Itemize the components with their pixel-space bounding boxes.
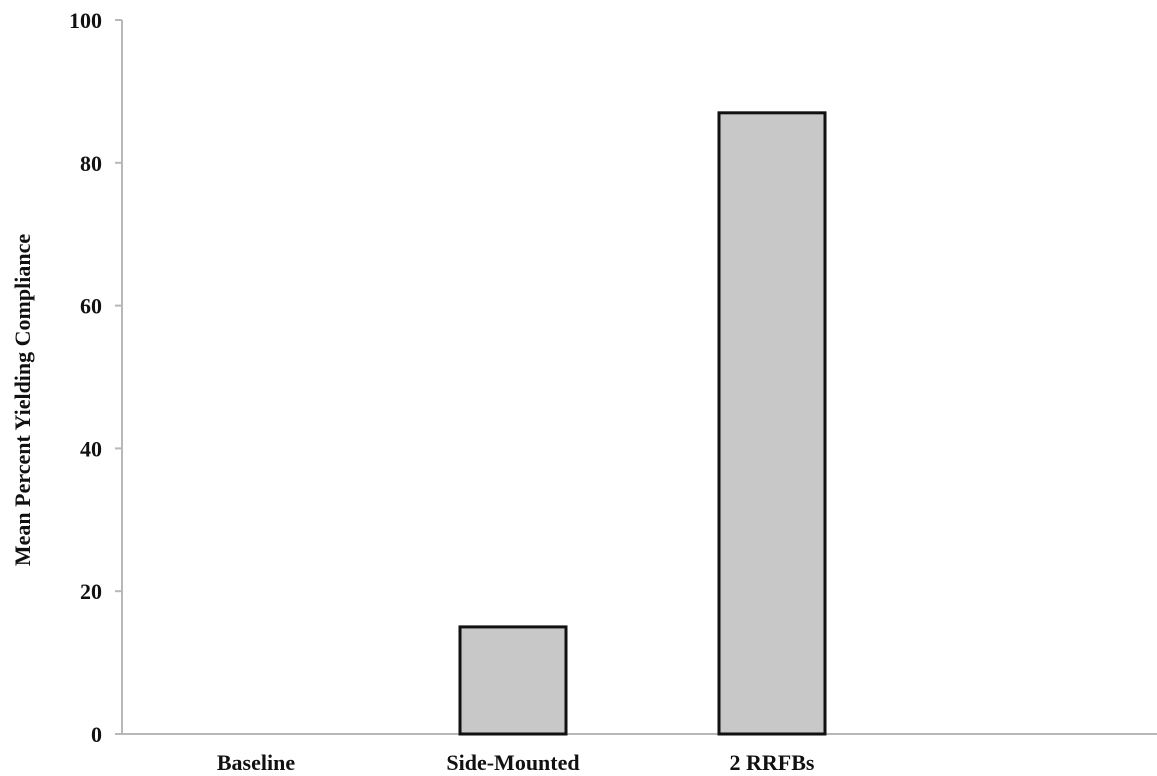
axes — [121, 20, 1157, 735]
bars — [458, 111, 827, 736]
y-tick-label: 0 — [91, 722, 102, 747]
x-ticks: Baseline Side-Mounted 2 RRFBs — [217, 750, 815, 775]
bar-2-rrfbs — [717, 111, 827, 736]
y-tick-label: 100 — [69, 8, 102, 33]
y-axis-title-group: Mean Percent Yielding Compliance — [10, 234, 35, 566]
x-tick-label: Side-Mounted — [446, 750, 579, 775]
y-tick-label: 20 — [80, 579, 102, 604]
y-tick-label: 40 — [80, 436, 102, 461]
x-tick-label: Baseline — [217, 750, 295, 775]
x-tick-label: 2 RRFBs — [730, 750, 815, 775]
bar-side-mounted — [458, 625, 568, 736]
y-axis-title: Mean Percent Yielding Compliance — [10, 234, 35, 566]
y-tick-label: 80 — [80, 151, 102, 176]
y-ticks: 0 20 40 60 80 100 — [69, 8, 122, 747]
y-tick-label: 60 — [80, 294, 102, 319]
